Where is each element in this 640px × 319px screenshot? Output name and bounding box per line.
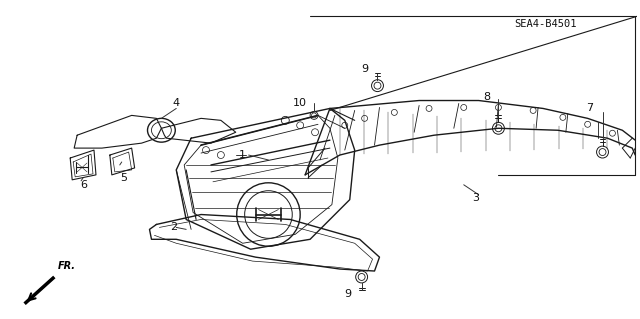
Text: 9: 9 xyxy=(344,289,351,299)
Text: 8: 8 xyxy=(483,92,490,101)
Text: 6: 6 xyxy=(81,180,88,190)
Text: 10: 10 xyxy=(293,98,307,108)
Text: 1: 1 xyxy=(239,150,246,160)
Text: 5: 5 xyxy=(120,173,127,183)
Text: 2: 2 xyxy=(170,222,177,233)
Text: 9: 9 xyxy=(361,64,368,74)
Text: SEA4-B4501: SEA4-B4501 xyxy=(514,19,577,28)
Text: FR.: FR. xyxy=(58,261,76,271)
Text: 3: 3 xyxy=(472,193,479,203)
Text: 4: 4 xyxy=(173,99,180,108)
Text: 7: 7 xyxy=(586,103,593,114)
